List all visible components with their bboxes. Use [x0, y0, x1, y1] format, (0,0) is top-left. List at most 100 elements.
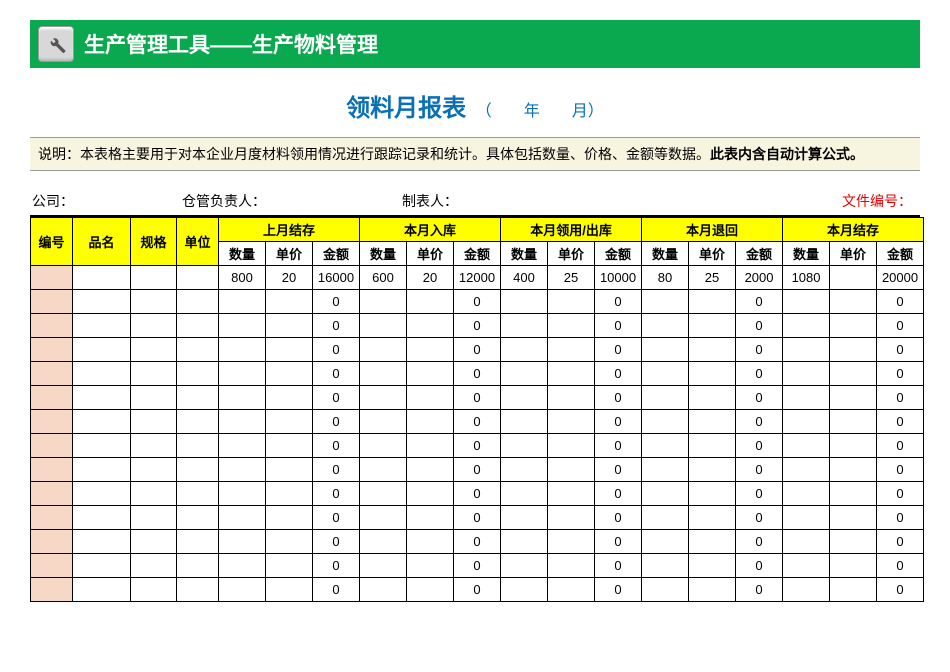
cell-value[interactable] — [830, 338, 877, 362]
cell-value[interactable] — [642, 410, 689, 434]
cell-value[interactable] — [783, 410, 830, 434]
cell-spec[interactable] — [131, 290, 177, 314]
cell-value[interactable] — [266, 410, 313, 434]
cell-value[interactable]: 0 — [736, 434, 783, 458]
cell-name[interactable] — [73, 290, 131, 314]
cell-value[interactable]: 0 — [877, 338, 924, 362]
cell-value[interactable] — [689, 578, 736, 602]
cell-value[interactable] — [642, 578, 689, 602]
cell-value[interactable] — [407, 386, 454, 410]
cell-value[interactable]: 0 — [877, 410, 924, 434]
cell-idx[interactable] — [31, 410, 73, 434]
cell-value[interactable]: 0 — [313, 554, 360, 578]
cell-value[interactable] — [501, 290, 548, 314]
cell-value[interactable] — [219, 482, 266, 506]
cell-spec[interactable] — [131, 482, 177, 506]
cell-value[interactable] — [548, 458, 595, 482]
cell-value[interactable] — [689, 290, 736, 314]
cell-spec[interactable] — [131, 434, 177, 458]
cell-idx[interactable] — [31, 266, 73, 290]
cell-value[interactable] — [266, 506, 313, 530]
cell-value[interactable]: 0 — [454, 578, 501, 602]
cell-value[interactable]: 0 — [736, 290, 783, 314]
cell-value[interactable] — [219, 314, 266, 338]
cell-value[interactable] — [407, 314, 454, 338]
cell-value[interactable]: 0 — [313, 410, 360, 434]
cell-value[interactable] — [407, 530, 454, 554]
cell-name[interactable] — [73, 386, 131, 410]
cell-name[interactable] — [73, 482, 131, 506]
cell-name[interactable] — [73, 338, 131, 362]
cell-value[interactable] — [360, 458, 407, 482]
cell-idx[interactable] — [31, 434, 73, 458]
cell-value[interactable] — [783, 314, 830, 338]
cell-value[interactable]: 0 — [595, 386, 642, 410]
cell-unit[interactable] — [177, 578, 219, 602]
cell-value[interactable]: 0 — [313, 362, 360, 386]
cell-value[interactable]: 0 — [877, 290, 924, 314]
cell-value[interactable] — [219, 410, 266, 434]
cell-value[interactable] — [407, 578, 454, 602]
cell-value[interactable] — [501, 554, 548, 578]
cell-value[interactable]: 0 — [454, 434, 501, 458]
cell-value[interactable] — [689, 386, 736, 410]
cell-spec[interactable] — [131, 530, 177, 554]
cell-value[interactable]: 80 — [642, 266, 689, 290]
cell-idx[interactable] — [31, 386, 73, 410]
cell-value[interactable] — [219, 290, 266, 314]
cell-spec[interactable] — [131, 338, 177, 362]
cell-value[interactable] — [548, 554, 595, 578]
cell-value[interactable] — [642, 434, 689, 458]
cell-value[interactable]: 2000 — [736, 266, 783, 290]
cell-value[interactable] — [360, 290, 407, 314]
cell-value[interactable]: 0 — [454, 530, 501, 554]
cell-value[interactable] — [501, 410, 548, 434]
cell-spec[interactable] — [131, 506, 177, 530]
cell-value[interactable] — [642, 506, 689, 530]
cell-value[interactable] — [360, 554, 407, 578]
cell-value[interactable] — [830, 482, 877, 506]
cell-unit[interactable] — [177, 482, 219, 506]
cell-value[interactable]: 0 — [736, 386, 783, 410]
cell-value[interactable] — [783, 338, 830, 362]
cell-value[interactable]: 800 — [219, 266, 266, 290]
cell-value[interactable] — [830, 290, 877, 314]
cell-value[interactable]: 0 — [595, 338, 642, 362]
cell-value[interactable] — [830, 434, 877, 458]
cell-value[interactable] — [266, 482, 313, 506]
cell-spec[interactable] — [131, 410, 177, 434]
cell-value[interactable]: 0 — [877, 386, 924, 410]
cell-value[interactable] — [689, 506, 736, 530]
cell-name[interactable] — [73, 314, 131, 338]
cell-value[interactable]: 1080 — [783, 266, 830, 290]
cell-value[interactable]: 0 — [313, 314, 360, 338]
cell-value[interactable] — [783, 578, 830, 602]
cell-value[interactable]: 0 — [454, 362, 501, 386]
cell-value[interactable] — [689, 458, 736, 482]
cell-idx[interactable] — [31, 530, 73, 554]
cell-value[interactable]: 25 — [548, 266, 595, 290]
cell-value[interactable] — [219, 506, 266, 530]
cell-value[interactable]: 0 — [877, 362, 924, 386]
cell-value[interactable] — [360, 578, 407, 602]
cell-value[interactable]: 0 — [595, 314, 642, 338]
cell-value[interactable] — [219, 362, 266, 386]
cell-value[interactable]: 0 — [595, 290, 642, 314]
cell-value[interactable]: 0 — [595, 506, 642, 530]
cell-value[interactable] — [407, 290, 454, 314]
cell-value[interactable] — [407, 410, 454, 434]
cell-value[interactable] — [501, 314, 548, 338]
cell-value[interactable] — [360, 338, 407, 362]
cell-value[interactable] — [219, 530, 266, 554]
cell-value[interactable]: 0 — [454, 482, 501, 506]
cell-value[interactable] — [830, 386, 877, 410]
cell-value[interactable]: 0 — [595, 410, 642, 434]
cell-value[interactable] — [360, 386, 407, 410]
cell-value[interactable]: 0 — [454, 410, 501, 434]
cell-value[interactable] — [783, 458, 830, 482]
cell-value[interactable] — [501, 530, 548, 554]
cell-unit[interactable] — [177, 506, 219, 530]
cell-spec[interactable] — [131, 578, 177, 602]
cell-value[interactable] — [266, 314, 313, 338]
cell-value[interactable] — [407, 338, 454, 362]
